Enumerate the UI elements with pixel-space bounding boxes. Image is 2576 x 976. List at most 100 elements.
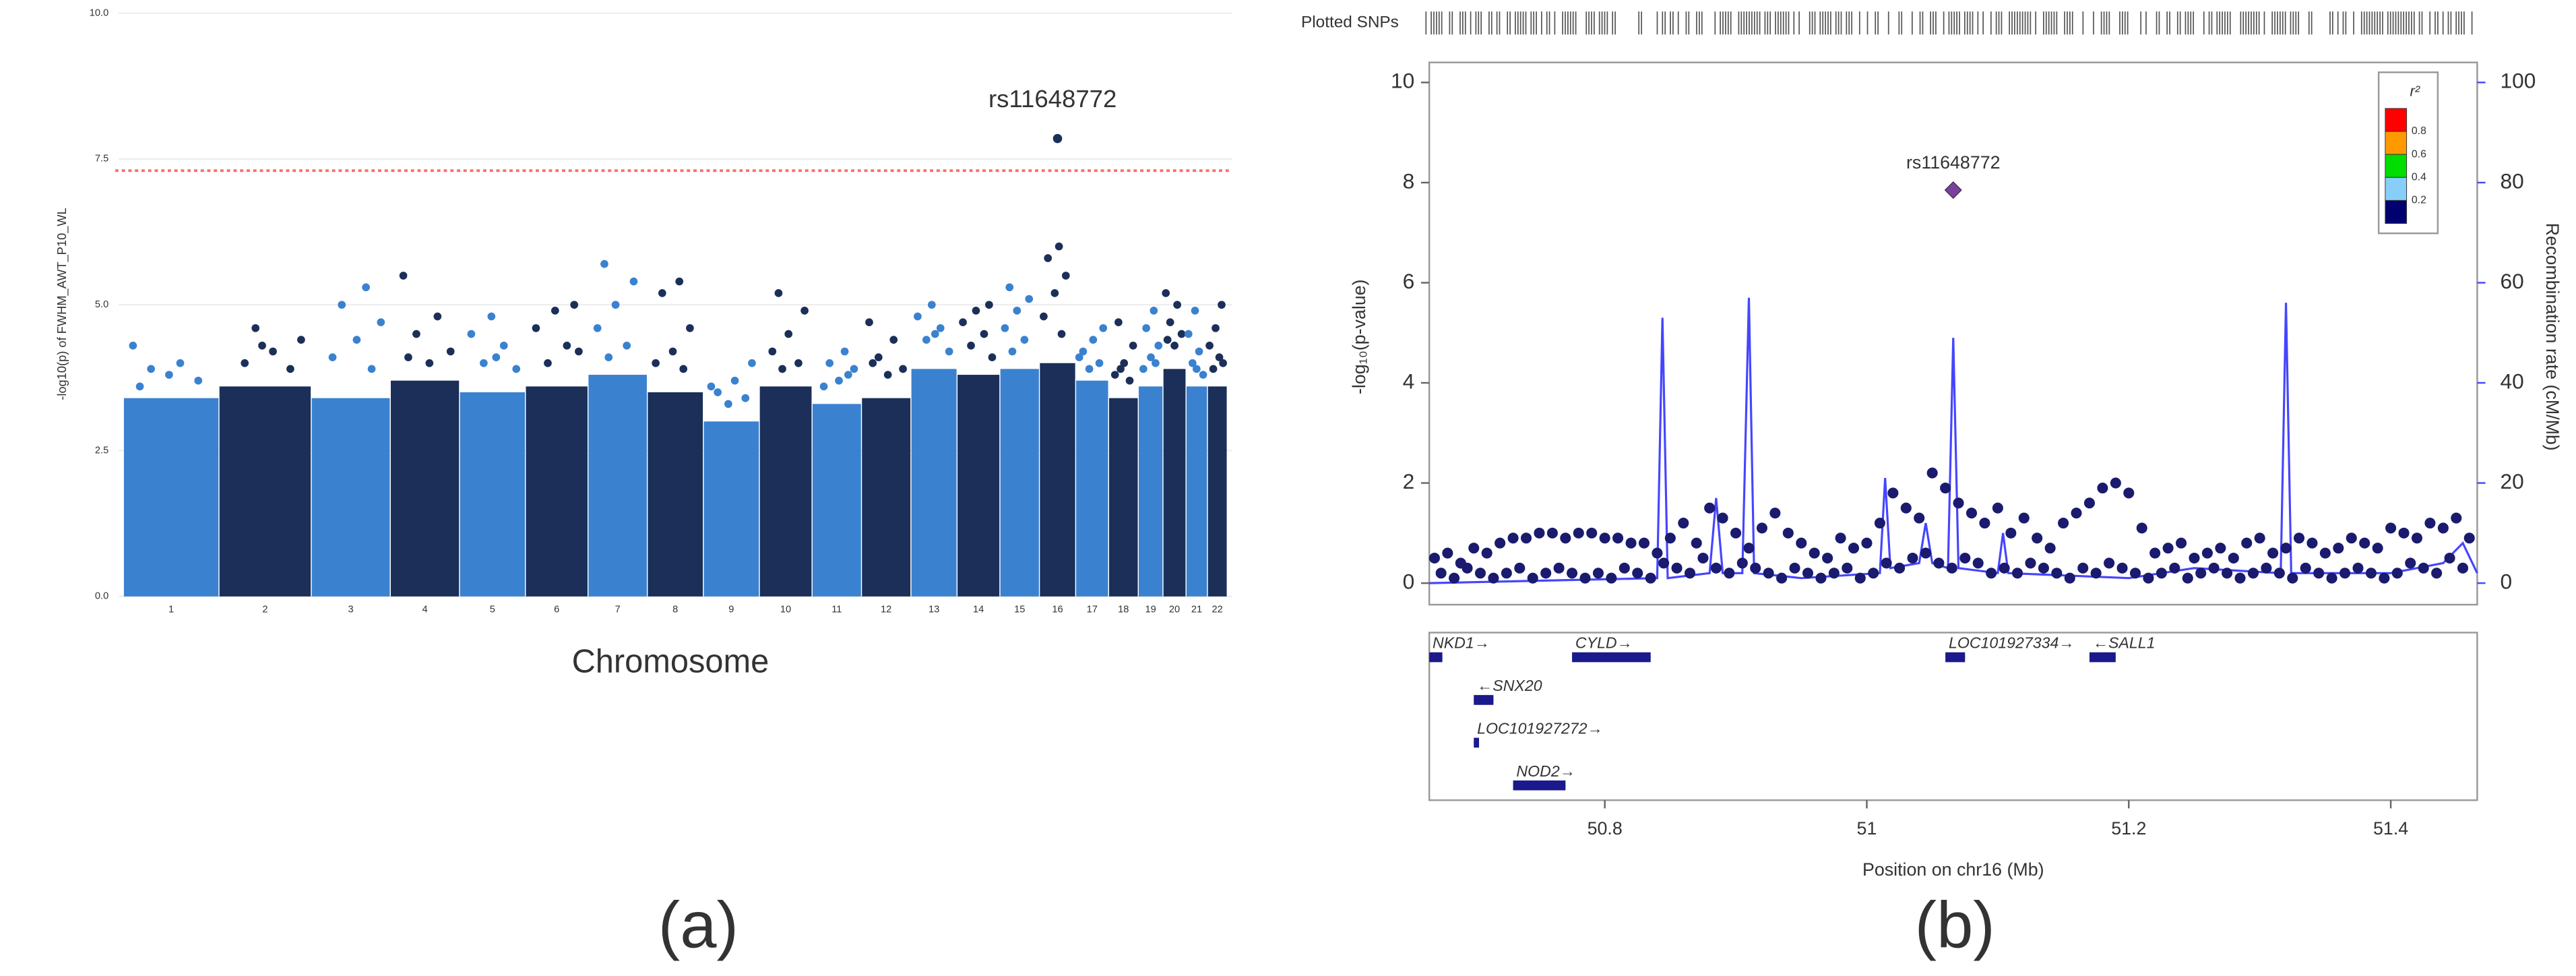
legend-label: 0.4	[2412, 171, 2426, 183]
snp-point	[1697, 552, 1709, 564]
snp-point	[1184, 330, 1193, 338]
snp-point	[2051, 568, 2063, 579]
snp-point	[1514, 562, 1526, 574]
snp-point	[1199, 371, 1207, 379]
snp-point	[2319, 547, 2331, 559]
legend-swatch	[2385, 131, 2408, 155]
legend-label: 0.2	[2412, 195, 2426, 206]
snp-point	[1166, 318, 1174, 327]
snp-point	[2333, 543, 2344, 554]
snp-point	[2123, 487, 2135, 499]
snp-point	[2339, 568, 2351, 579]
snp-point	[2293, 532, 2305, 544]
snp-point	[1428, 552, 1440, 564]
snp-point	[1495, 537, 1506, 549]
snp-point	[1940, 482, 1951, 494]
x-tick-label: 13	[929, 604, 939, 615]
x-tick-label: 18	[1118, 604, 1129, 615]
snp-point	[1632, 568, 1643, 579]
snp-point	[1736, 557, 1748, 569]
snp-point	[1089, 336, 1098, 344]
chromosome-cloud	[759, 386, 812, 597]
snp-point	[1188, 359, 1197, 367]
snp-point	[2208, 562, 2220, 574]
snp-point	[2018, 512, 2030, 524]
snp-point	[2083, 497, 2096, 509]
snp-point	[1120, 359, 1129, 367]
snp-point	[1147, 353, 1155, 361]
y2-tick-label: 0	[2501, 570, 2513, 594]
snp-point	[1435, 568, 1447, 579]
y-tick-label: 6	[1403, 269, 1415, 293]
snp-point	[135, 382, 144, 391]
snp-point	[985, 301, 993, 309]
recombination-line	[1429, 297, 2478, 584]
snp-point	[2104, 557, 2115, 569]
snp-point	[2195, 568, 2207, 579]
snp-point	[1205, 341, 1214, 350]
snp-point	[1612, 532, 1624, 544]
x-tick-label: 9	[728, 604, 734, 615]
x-tick-label: 50.8	[1588, 818, 1623, 838]
snp-point	[774, 289, 783, 297]
snp-point	[1110, 371, 1119, 379]
snp-point	[2326, 572, 2337, 584]
snp-point	[1664, 532, 1676, 544]
chromosome-cloud	[1040, 363, 1075, 597]
snp-point	[2352, 562, 2364, 574]
snp-point	[2044, 543, 2056, 554]
snp-point	[2071, 508, 2082, 519]
snp-point	[2032, 532, 2043, 544]
x-tick-label: 4	[422, 604, 428, 615]
snp-point	[1756, 522, 1767, 534]
snp-point	[2234, 572, 2246, 584]
snp-point	[2306, 537, 2318, 549]
chromosome-cloud	[1186, 386, 1207, 597]
snp-point	[988, 353, 997, 361]
lead-snp-point	[1053, 133, 1063, 144]
snp-point	[165, 371, 173, 379]
snp-point	[1044, 254, 1053, 262]
snp-point	[686, 324, 694, 332]
snp-point	[1972, 557, 1984, 569]
snp-point	[2254, 532, 2265, 544]
snp-point	[1534, 527, 1545, 539]
snp-point	[377, 318, 385, 327]
snp-point	[1553, 562, 1565, 574]
chromosome-cloud	[911, 369, 957, 597]
snp-point	[1979, 517, 1990, 529]
snp-point	[2451, 512, 2462, 524]
snp-point	[1481, 547, 1493, 559]
chromosome-cloud	[648, 392, 703, 597]
chromosome-cloud	[588, 375, 647, 597]
snp-point	[1946, 562, 1957, 574]
legend-swatch	[2385, 154, 2408, 178]
snp-point	[1625, 537, 1637, 549]
snp-point	[570, 301, 579, 309]
lead-snp-label: rs11648772	[988, 85, 1117, 113]
x-axis-label: Position on chr16 (Mb)	[1862, 859, 2044, 880]
snp-point	[2280, 543, 2292, 554]
gene-label: ←SNX20	[1477, 677, 1542, 694]
snp-point	[2182, 572, 2193, 584]
snp-point	[2149, 547, 2161, 559]
snp-point	[2143, 572, 2154, 584]
snp-point	[629, 277, 638, 286]
snp-point	[1025, 295, 1034, 303]
snp-point	[1008, 347, 1017, 356]
snp-point	[2241, 537, 2253, 549]
snp-point	[1592, 568, 1604, 579]
snp-point	[883, 371, 892, 379]
snp-point	[675, 277, 684, 286]
x-tick-label: 51.2	[2111, 818, 2146, 838]
snp-point	[1645, 572, 1656, 584]
gene	[1474, 737, 1480, 748]
snp-point	[730, 376, 739, 385]
snp-point	[1177, 330, 1186, 338]
snp-point	[668, 347, 677, 356]
snp-point	[1802, 568, 1814, 579]
snp-point	[2228, 552, 2239, 564]
x-tick-label: 16	[1052, 604, 1063, 615]
x-tick-label: 22	[1212, 604, 1223, 615]
snp-point	[1842, 562, 1853, 574]
